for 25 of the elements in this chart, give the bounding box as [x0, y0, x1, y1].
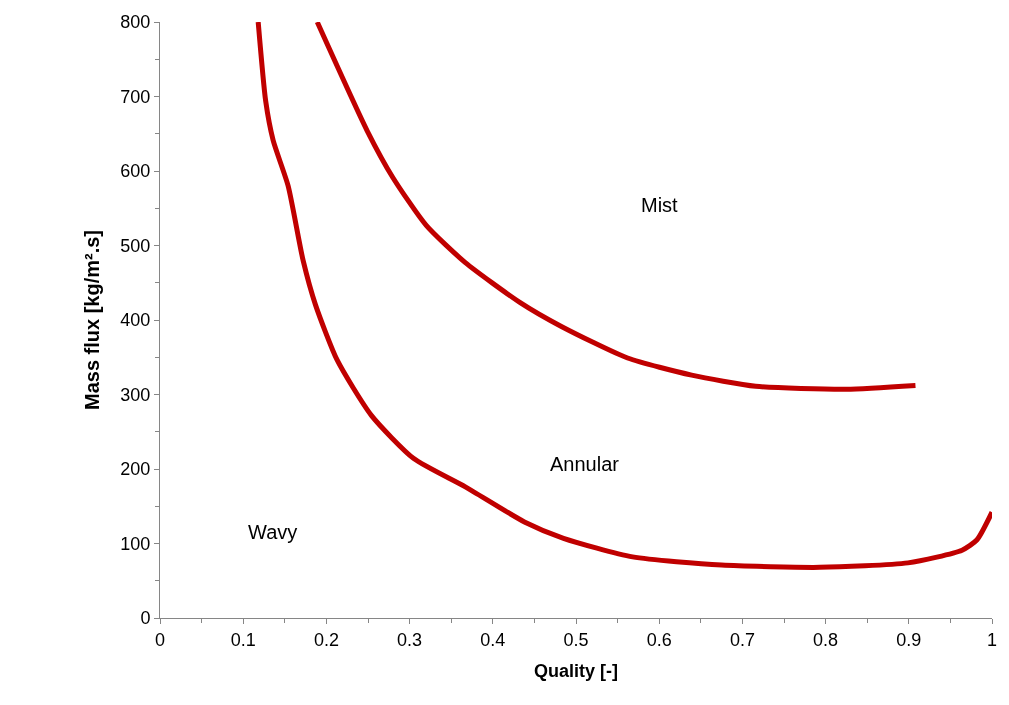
x-tick-label: 0.7	[729, 629, 755, 650]
y-tick-label: 400	[120, 310, 151, 331]
x-tick-label: 0.1	[230, 629, 256, 650]
x-tick-label: 0.4	[480, 629, 506, 650]
y-tick-label: 0	[140, 608, 151, 629]
y-tick-label: 800	[120, 12, 151, 33]
annotation: Wavy	[248, 521, 298, 543]
x-tick-label: 1	[986, 629, 998, 650]
annotation: Mist	[641, 194, 679, 216]
x-tick-label: 0.5	[563, 629, 589, 650]
x-tick-label: 0	[154, 629, 166, 650]
y-tick-label: 500	[120, 235, 151, 256]
x-tick-label: 0.6	[646, 629, 672, 650]
y-tick-label: 300	[120, 384, 151, 405]
y-tick-label: 200	[120, 459, 151, 480]
x-tick-label: 0.8	[813, 629, 839, 650]
y-tick-label: 100	[120, 533, 151, 554]
annotation: Annular	[550, 453, 620, 475]
x-axis-title: Quality [-]	[534, 660, 618, 681]
y-tick-label: 700	[120, 86, 151, 107]
y-axis-title: Mass flux [kg/m².s]	[80, 229, 103, 411]
x-tick-label: 0.9	[896, 629, 922, 650]
y-tick-label: 600	[120, 161, 151, 182]
x-tick-label: 0.2	[313, 629, 339, 650]
x-tick-label: 0.3	[397, 629, 423, 650]
